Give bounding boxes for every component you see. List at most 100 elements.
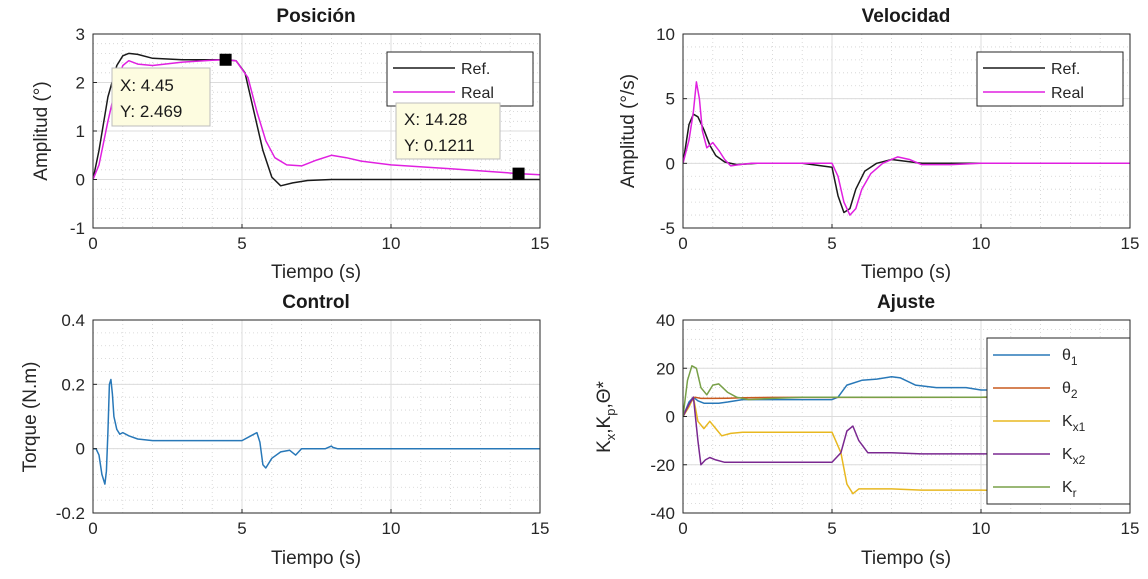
datatip-box <box>111 67 211 127</box>
x-axis-label: Tiempo (s) <box>861 262 951 283</box>
legend-label: θ1 <box>1062 347 1078 368</box>
legend-label-real: Real <box>461 85 494 102</box>
legend-label-ref: Ref. <box>1051 61 1080 78</box>
x-tick-label: 15 <box>531 519 550 538</box>
y-tick-label: 0 <box>76 171 85 190</box>
x-tick-label: 15 <box>531 234 550 253</box>
x-axis-label: Tiempo (s) <box>271 548 361 569</box>
x-tick-label: 10 <box>382 234 401 253</box>
datatip-marker <box>219 53 232 66</box>
y-tick-label: 10 <box>656 25 675 44</box>
y-tick-label: 5 <box>666 90 675 109</box>
legend-label-sub: r <box>1073 486 1077 500</box>
sep2: ,Θ* <box>594 380 615 408</box>
x-tick-label: 15 <box>1121 519 1140 538</box>
datatip-1[interactable]: X: 4.45 Y: 2.469 <box>111 53 232 127</box>
axes-box <box>92 319 541 514</box>
legend-label-sub: x1 <box>1073 420 1086 434</box>
y-axis-label: Kx,Kp,Θ* <box>594 380 618 452</box>
datatip-y: Y: 2.469 <box>120 102 182 121</box>
y-tick-label: 1 <box>76 122 85 141</box>
legend-box <box>386 51 534 107</box>
x-tick-label: 5 <box>237 519 246 538</box>
datatip-y: Y: 0.1211 <box>404 136 475 155</box>
legend-label-real: Real <box>1051 85 1084 102</box>
legend-label-main: θ <box>1062 380 1071 397</box>
series-lines <box>93 52 540 187</box>
x-tick-label: 15 <box>1121 234 1140 253</box>
legend[interactable]: Ref. Real <box>386 51 534 107</box>
datatip-marker <box>512 167 525 180</box>
legend-label-sub: x2 <box>1073 453 1086 467</box>
y-axis-label: Torque (N.m) <box>20 362 41 473</box>
legend-label: Kx1 <box>1062 413 1086 434</box>
x-tick-label: 10 <box>972 234 991 253</box>
chart-title: Control <box>282 292 350 313</box>
y-tick-label: 0.4 <box>61 311 85 330</box>
chart-title: Posición <box>276 6 355 27</box>
y-tick-label: -20 <box>650 456 675 475</box>
y-tick-label: -1 <box>70 219 85 238</box>
series-line <box>93 59 540 180</box>
legend-label-main: θ <box>1062 347 1071 364</box>
x-tick-label: 5 <box>237 234 246 253</box>
legend-label: Kr <box>1062 479 1077 500</box>
subplot-control: 0 5 10 15-0.200.20.4 Control Tiempo (s) Tor… <box>20 292 549 569</box>
series-lines <box>93 378 540 485</box>
y-axis-label: Amplitud (°) <box>31 81 52 180</box>
x-tick-label: 0 <box>678 234 687 253</box>
x-tick-label: 5 <box>827 519 836 538</box>
tick-labels: 0 5 10 15-0.200.20.4 <box>56 311 550 538</box>
x-tick-label: 0 <box>88 519 97 538</box>
legend-label-main: K <box>1062 446 1073 463</box>
y-tick-label: 0 <box>76 440 85 459</box>
x-axis-label: Tiempo (s) <box>861 548 951 569</box>
subplot-ajuste: 0 5 10 15 -40 -20 0 20 40 Ajuste Tiempo (s) Kx,K… <box>594 292 1139 569</box>
y-axis-label: Amplitud (°/s) <box>618 74 639 188</box>
series-line <box>683 396 1130 466</box>
series-line <box>683 365 1130 417</box>
y-tick-label: 3 <box>76 25 85 44</box>
datatip-box <box>395 102 501 160</box>
y-tick-label: 40 <box>656 311 675 330</box>
series-line <box>683 396 1130 495</box>
legend-label: θ2 <box>1062 380 1078 401</box>
legend-box <box>976 51 1124 107</box>
tick-labels: 0 5 10 15 -40 -20 0 20 40 <box>650 311 1139 538</box>
sep: ,K <box>594 415 615 433</box>
datatip-x: X: 4.45 <box>120 76 174 95</box>
legend-label-ref: Ref. <box>461 61 490 78</box>
legend-label-sub: 1 <box>1071 354 1078 368</box>
y-tick-label: 2 <box>76 74 85 93</box>
legend-label-main: K <box>1062 479 1073 496</box>
y-tick-label: 0.2 <box>61 375 85 394</box>
series-lines <box>683 81 1130 216</box>
legend[interactable]: Ref. Real <box>976 51 1124 107</box>
x-tick-label: 5 <box>827 234 836 253</box>
chart-title: Velocidad <box>862 6 951 27</box>
series-lines <box>683 365 1130 495</box>
y-tick-label: -40 <box>650 504 675 523</box>
y-tick-label: 20 <box>656 359 675 378</box>
sub-x: x <box>603 433 618 440</box>
x-tick-label: 0 <box>88 234 97 253</box>
legend-label-sub: 2 <box>1071 387 1078 401</box>
axes-box <box>682 33 1131 229</box>
chart-title: Ajuste <box>877 292 935 313</box>
x-tick-label: 10 <box>972 519 991 538</box>
x-tick-label: 10 <box>382 519 401 538</box>
y-tick-label: 0 <box>666 154 675 173</box>
datatip-2[interactable]: X: 14.28 Y: 0.1211 <box>395 102 525 180</box>
y-tick-label: -5 <box>660 219 675 238</box>
x-axis-label: Tiempo (s) <box>271 262 361 283</box>
y-tick-label: -0.2 <box>56 504 85 523</box>
series-line <box>93 378 540 485</box>
datatip-x: X: 14.28 <box>404 110 467 129</box>
plot-area <box>93 320 540 513</box>
